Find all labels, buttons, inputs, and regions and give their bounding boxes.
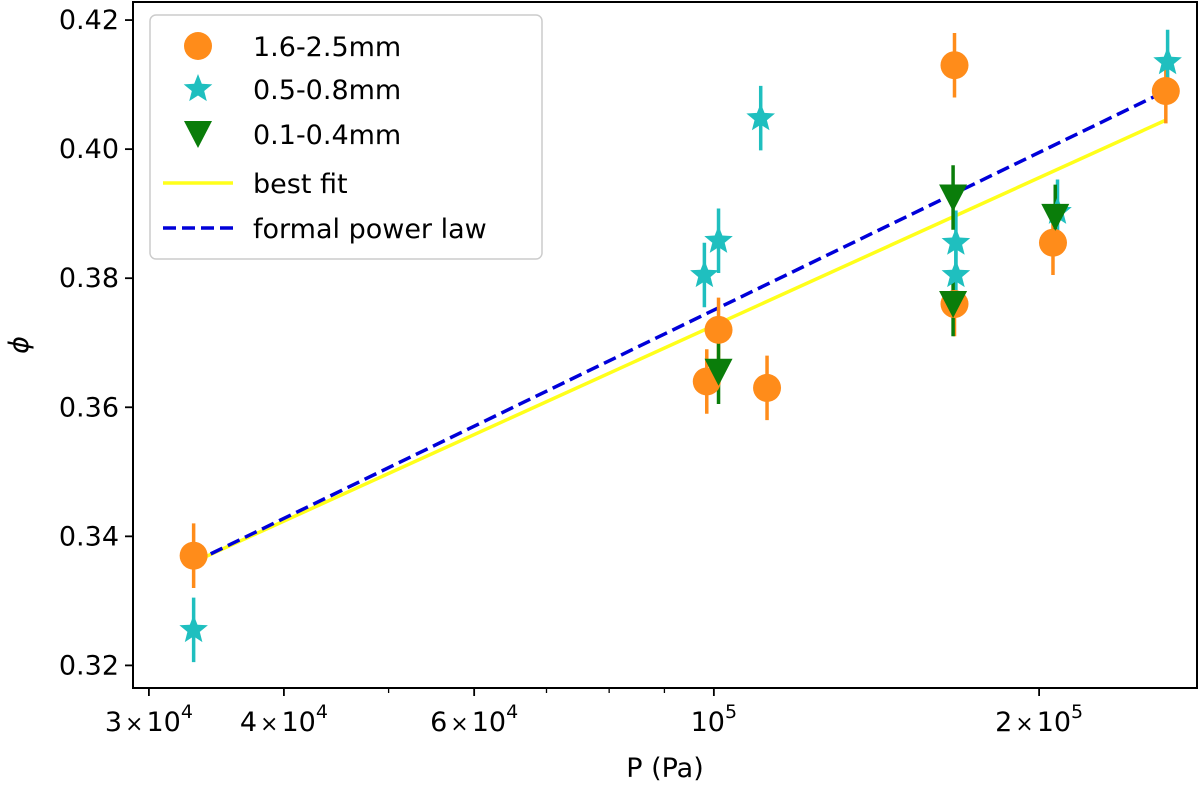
marker-s3-p2 <box>939 184 968 212</box>
x-axis-ticks: 3 × 104 4 × 104 6 × 104 105 2 × 105 <box>105 688 1083 738</box>
y-axis-label: ϕ <box>4 336 35 354</box>
marker-s1-p8 <box>1151 77 1180 106</box>
marker-s1-p4 <box>753 373 782 402</box>
x-axis-label: P (Pa) <box>626 753 704 784</box>
y-tick-label-4: 0.38 <box>59 263 119 294</box>
legend-marker-1 <box>184 32 212 60</box>
marker-s3-p3 <box>939 291 968 319</box>
legend: 1.6-2.5mm 0.5-0.8mm 0.1-0.4mm best fit forma… <box>149 14 543 260</box>
legend-label-4: best fit <box>253 169 348 200</box>
marker-s2-p5 <box>941 227 971 255</box>
marker-s1-p7 <box>1038 228 1067 257</box>
legend-marker-3 <box>184 121 212 148</box>
y-tick-label-1: 0.32 <box>59 650 119 681</box>
y-tick-label-6: 0.42 <box>59 5 119 36</box>
legend-label-3: 0.1-0.4mm <box>253 120 401 151</box>
y-tick-label-2: 0.34 <box>59 521 119 552</box>
marker-s3-p4 <box>1041 203 1070 231</box>
marker-s2-p8 <box>1153 47 1182 75</box>
data-markers <box>179 47 1182 643</box>
legend-box <box>149 14 543 260</box>
marker-s2-p6 <box>941 260 971 288</box>
marker-s2-p2 <box>690 260 719 288</box>
marker-s1-p3 <box>704 315 733 344</box>
x-tick-label-4: 105 <box>691 701 737 738</box>
x-tick-label-2: 4 × 104 <box>240 701 328 738</box>
fit-line-1 <box>192 118 1167 564</box>
marker-s2-p1 <box>179 614 208 643</box>
y-tick-label-3: 0.36 <box>59 392 119 423</box>
marker-s1-p1 <box>179 541 208 570</box>
legend-label-5: formal power law <box>253 214 487 245</box>
fit-line-2 <box>192 89 1167 564</box>
marker-s2-p3 <box>704 225 733 253</box>
y-tick-label-5: 0.40 <box>59 134 119 165</box>
x-tick-label-3: 6 × 104 <box>430 701 518 738</box>
marker-s3-p1 <box>704 358 733 386</box>
marker-s2-p4 <box>746 103 775 131</box>
x-tick-label-5: 2 × 105 <box>995 701 1083 738</box>
y-axis-ticks: 0.32 0.34 0.36 0.38 0.40 0.42 <box>59 5 133 681</box>
legend-label-2: 0.5-0.8mm <box>253 75 401 106</box>
fit-lines <box>192 89 1167 564</box>
legend-label-1: 1.6-2.5mm <box>253 32 401 63</box>
legend-marker-2 <box>183 74 213 102</box>
marker-s1-p5 <box>940 51 969 80</box>
x-tick-label-1: 3 × 104 <box>105 701 193 738</box>
